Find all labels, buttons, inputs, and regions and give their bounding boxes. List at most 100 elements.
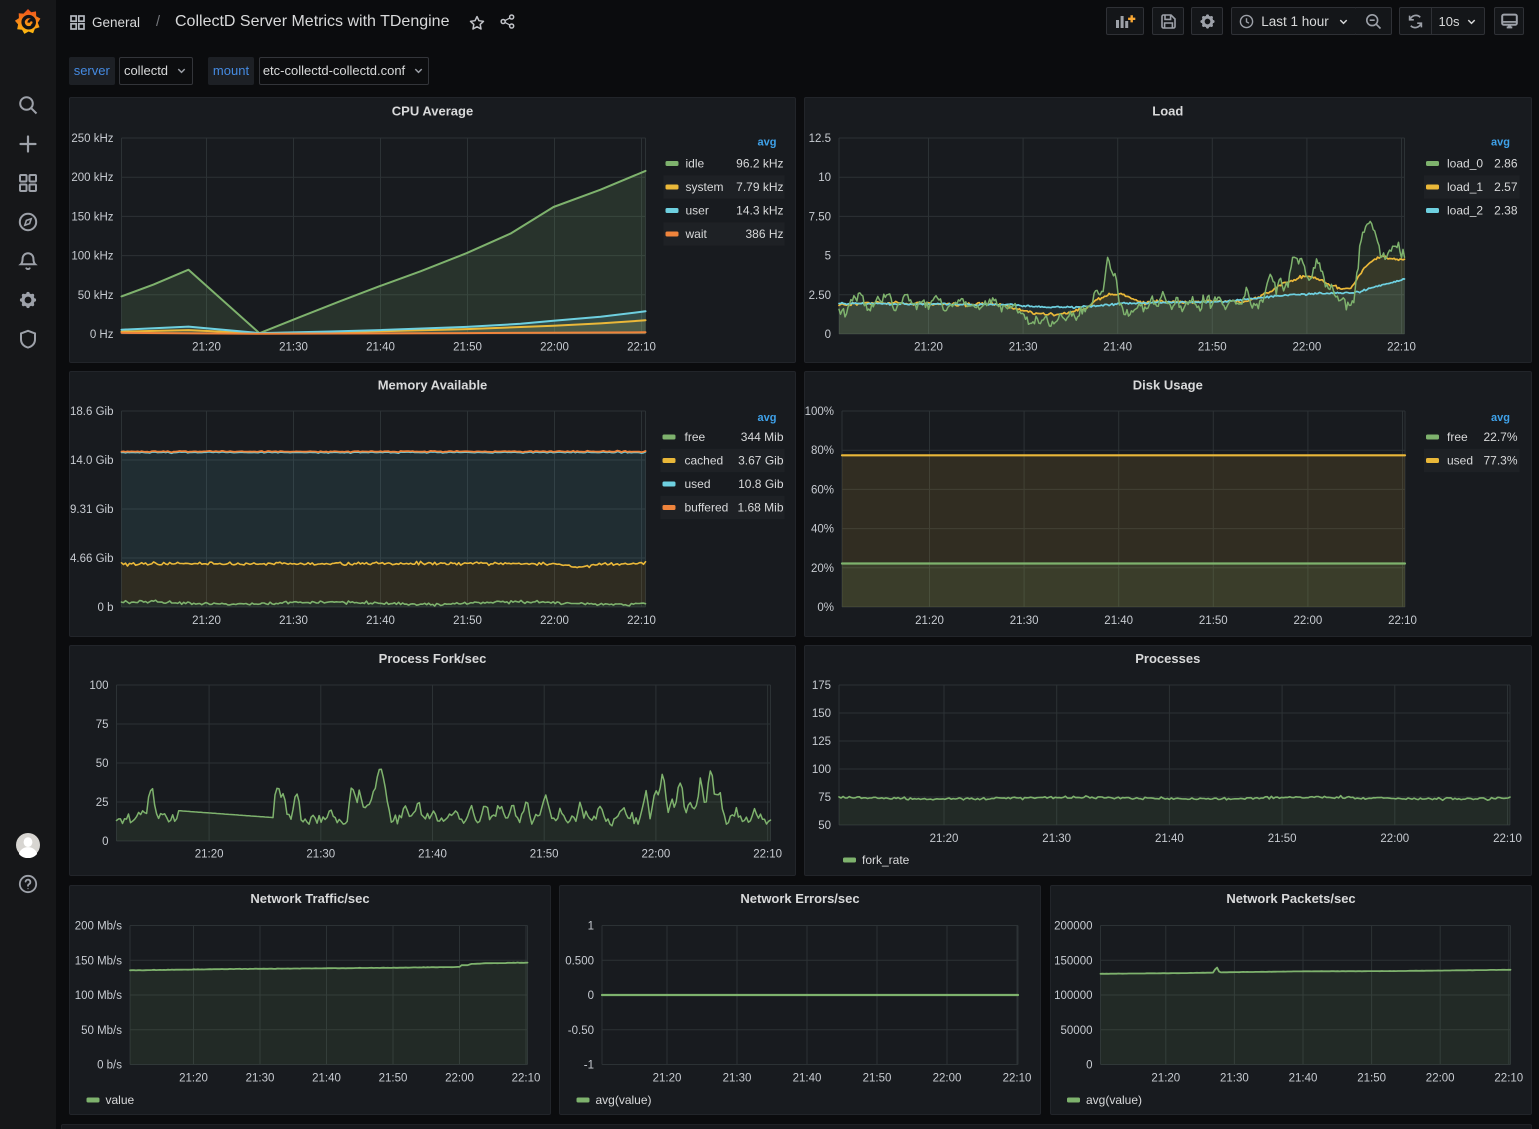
svg-text:21:20: 21:20 <box>192 615 221 627</box>
svg-text:Network Traffic/sec: Network Traffic/sec <box>250 891 369 906</box>
svg-text:100000: 100000 <box>1054 990 1092 1002</box>
svg-text:22:00: 22:00 <box>540 342 569 354</box>
svg-text:50000: 50000 <box>1060 1024 1092 1036</box>
svg-text:21:40: 21:40 <box>312 1072 341 1084</box>
svg-text:150: 150 <box>812 708 831 720</box>
svg-text:Load: Load <box>1152 104 1183 119</box>
svg-text:14.3 kHz: 14.3 kHz <box>736 204 783 218</box>
svg-text:21:40: 21:40 <box>1288 1072 1317 1084</box>
svg-text:22:00: 22:00 <box>1294 615 1323 627</box>
svg-text:22:00: 22:00 <box>540 615 569 627</box>
svg-text:21:50: 21:50 <box>453 342 482 354</box>
svg-text:used: used <box>684 477 710 491</box>
svg-text:77.3%: 77.3% <box>1483 454 1517 468</box>
svg-text:10: 10 <box>818 172 831 184</box>
svg-text:user: user <box>685 204 708 218</box>
svg-text:22:00: 22:00 <box>641 849 670 861</box>
svg-text:0.500: 0.500 <box>565 955 594 967</box>
svg-text:avg: avg <box>757 412 776 424</box>
svg-text:21:30: 21:30 <box>1220 1072 1249 1084</box>
svg-text:-0.50: -0.50 <box>568 1024 594 1036</box>
svg-text:22:00: 22:00 <box>445 1072 474 1084</box>
svg-text:22:10: 22:10 <box>753 849 782 861</box>
svg-text:21:20: 21:20 <box>914 342 943 354</box>
svg-text:9.31 Gib: 9.31 Gib <box>70 504 113 516</box>
svg-text:14.0 Gib: 14.0 Gib <box>70 455 113 467</box>
svg-text:21:30: 21:30 <box>1042 833 1071 845</box>
svg-text:21:30: 21:30 <box>279 342 308 354</box>
svg-text:21:50: 21:50 <box>378 1072 407 1084</box>
svg-text:0: 0 <box>102 836 108 848</box>
svg-text:150000: 150000 <box>1054 955 1092 967</box>
svg-text:60%: 60% <box>811 484 834 496</box>
svg-text:21:20: 21:20 <box>192 342 221 354</box>
svg-text:2.86: 2.86 <box>1494 157 1518 171</box>
svg-text:50 Mb/s: 50 Mb/s <box>81 1024 122 1036</box>
svg-text:load_2: load_2 <box>1447 204 1483 218</box>
svg-text:21:20: 21:20 <box>915 615 944 627</box>
svg-text:21:40: 21:40 <box>366 342 395 354</box>
svg-text:12.5: 12.5 <box>809 133 831 145</box>
svg-text:5: 5 <box>825 251 831 263</box>
svg-text:150 kHz: 150 kHz <box>71 211 113 223</box>
svg-text:21:30: 21:30 <box>245 1072 274 1084</box>
svg-text:10.8 Gib: 10.8 Gib <box>738 477 784 491</box>
svg-text:21:20: 21:20 <box>194 849 223 861</box>
svg-text:100: 100 <box>812 764 831 776</box>
svg-text:22:00: 22:00 <box>1380 833 1409 845</box>
svg-text:1.68 Mib: 1.68 Mib <box>737 501 783 515</box>
svg-text:value: value <box>105 1093 134 1107</box>
svg-text:100 kHz: 100 kHz <box>71 251 113 263</box>
svg-text:200 Mb/s: 200 Mb/s <box>74 920 122 932</box>
svg-text:7.50: 7.50 <box>809 211 831 223</box>
svg-text:avg: avg <box>757 136 776 148</box>
svg-text:avg(value): avg(value) <box>1086 1093 1142 1107</box>
svg-text:25: 25 <box>95 797 108 809</box>
svg-text:100%: 100% <box>805 406 834 418</box>
svg-text:idle: idle <box>685 157 704 171</box>
svg-text:21:40: 21:40 <box>418 849 447 861</box>
svg-text:CPU Average: CPU Average <box>391 104 472 119</box>
svg-text:3.67 Gib: 3.67 Gib <box>738 454 784 468</box>
svg-text:150 Mb/s: 150 Mb/s <box>74 955 122 967</box>
svg-text:22:00: 22:00 <box>933 1072 962 1084</box>
svg-text:21:20: 21:20 <box>653 1072 682 1084</box>
svg-text:40%: 40% <box>811 524 834 536</box>
svg-text:96.2 kHz: 96.2 kHz <box>736 157 783 171</box>
svg-text:Memory Available: Memory Available <box>377 378 487 393</box>
svg-text:50: 50 <box>818 820 831 832</box>
svg-text:2.57: 2.57 <box>1494 180 1518 194</box>
svg-text:0 Hz: 0 Hz <box>89 329 113 341</box>
svg-text:22:10: 22:10 <box>1387 342 1416 354</box>
svg-text:wait: wait <box>684 227 707 241</box>
svg-text:0 b/s: 0 b/s <box>97 1059 122 1071</box>
svg-text:22:10: 22:10 <box>511 1072 540 1084</box>
svg-text:21:50: 21:50 <box>529 849 558 861</box>
svg-text:100 Mb/s: 100 Mb/s <box>74 990 122 1002</box>
svg-text:22:10: 22:10 <box>1388 615 1417 627</box>
svg-text:-1: -1 <box>584 1059 594 1071</box>
svg-text:21:30: 21:30 <box>1009 342 1038 354</box>
svg-text:free: free <box>684 430 705 444</box>
svg-text:used: used <box>1447 454 1473 468</box>
svg-text:load_0: load_0 <box>1447 157 1483 171</box>
svg-text:21:50: 21:50 <box>1198 342 1227 354</box>
svg-text:21:50: 21:50 <box>1268 833 1297 845</box>
svg-text:Network Packets/sec: Network Packets/sec <box>1226 891 1355 906</box>
svg-text:21:40: 21:40 <box>1103 342 1132 354</box>
svg-text:22:10: 22:10 <box>627 615 656 627</box>
svg-text:22:10: 22:10 <box>627 342 656 354</box>
svg-text:fork_rate: fork_rate <box>862 853 910 867</box>
svg-text:75: 75 <box>95 719 108 731</box>
svg-text:21:30: 21:30 <box>306 849 335 861</box>
svg-text:avg(value): avg(value) <box>596 1093 652 1107</box>
svg-text:Network Errors/sec: Network Errors/sec <box>740 891 859 906</box>
svg-text:21:50: 21:50 <box>1357 1072 1386 1084</box>
svg-text:free: free <box>1447 430 1468 444</box>
svg-text:Disk Usage: Disk Usage <box>1133 378 1203 393</box>
svg-text:22:10: 22:10 <box>1494 1072 1523 1084</box>
svg-text:21:20: 21:20 <box>930 833 959 845</box>
svg-text:21:40: 21:40 <box>1104 615 1133 627</box>
svg-text:250 kHz: 250 kHz <box>71 133 113 145</box>
svg-text:0: 0 <box>588 990 594 1002</box>
